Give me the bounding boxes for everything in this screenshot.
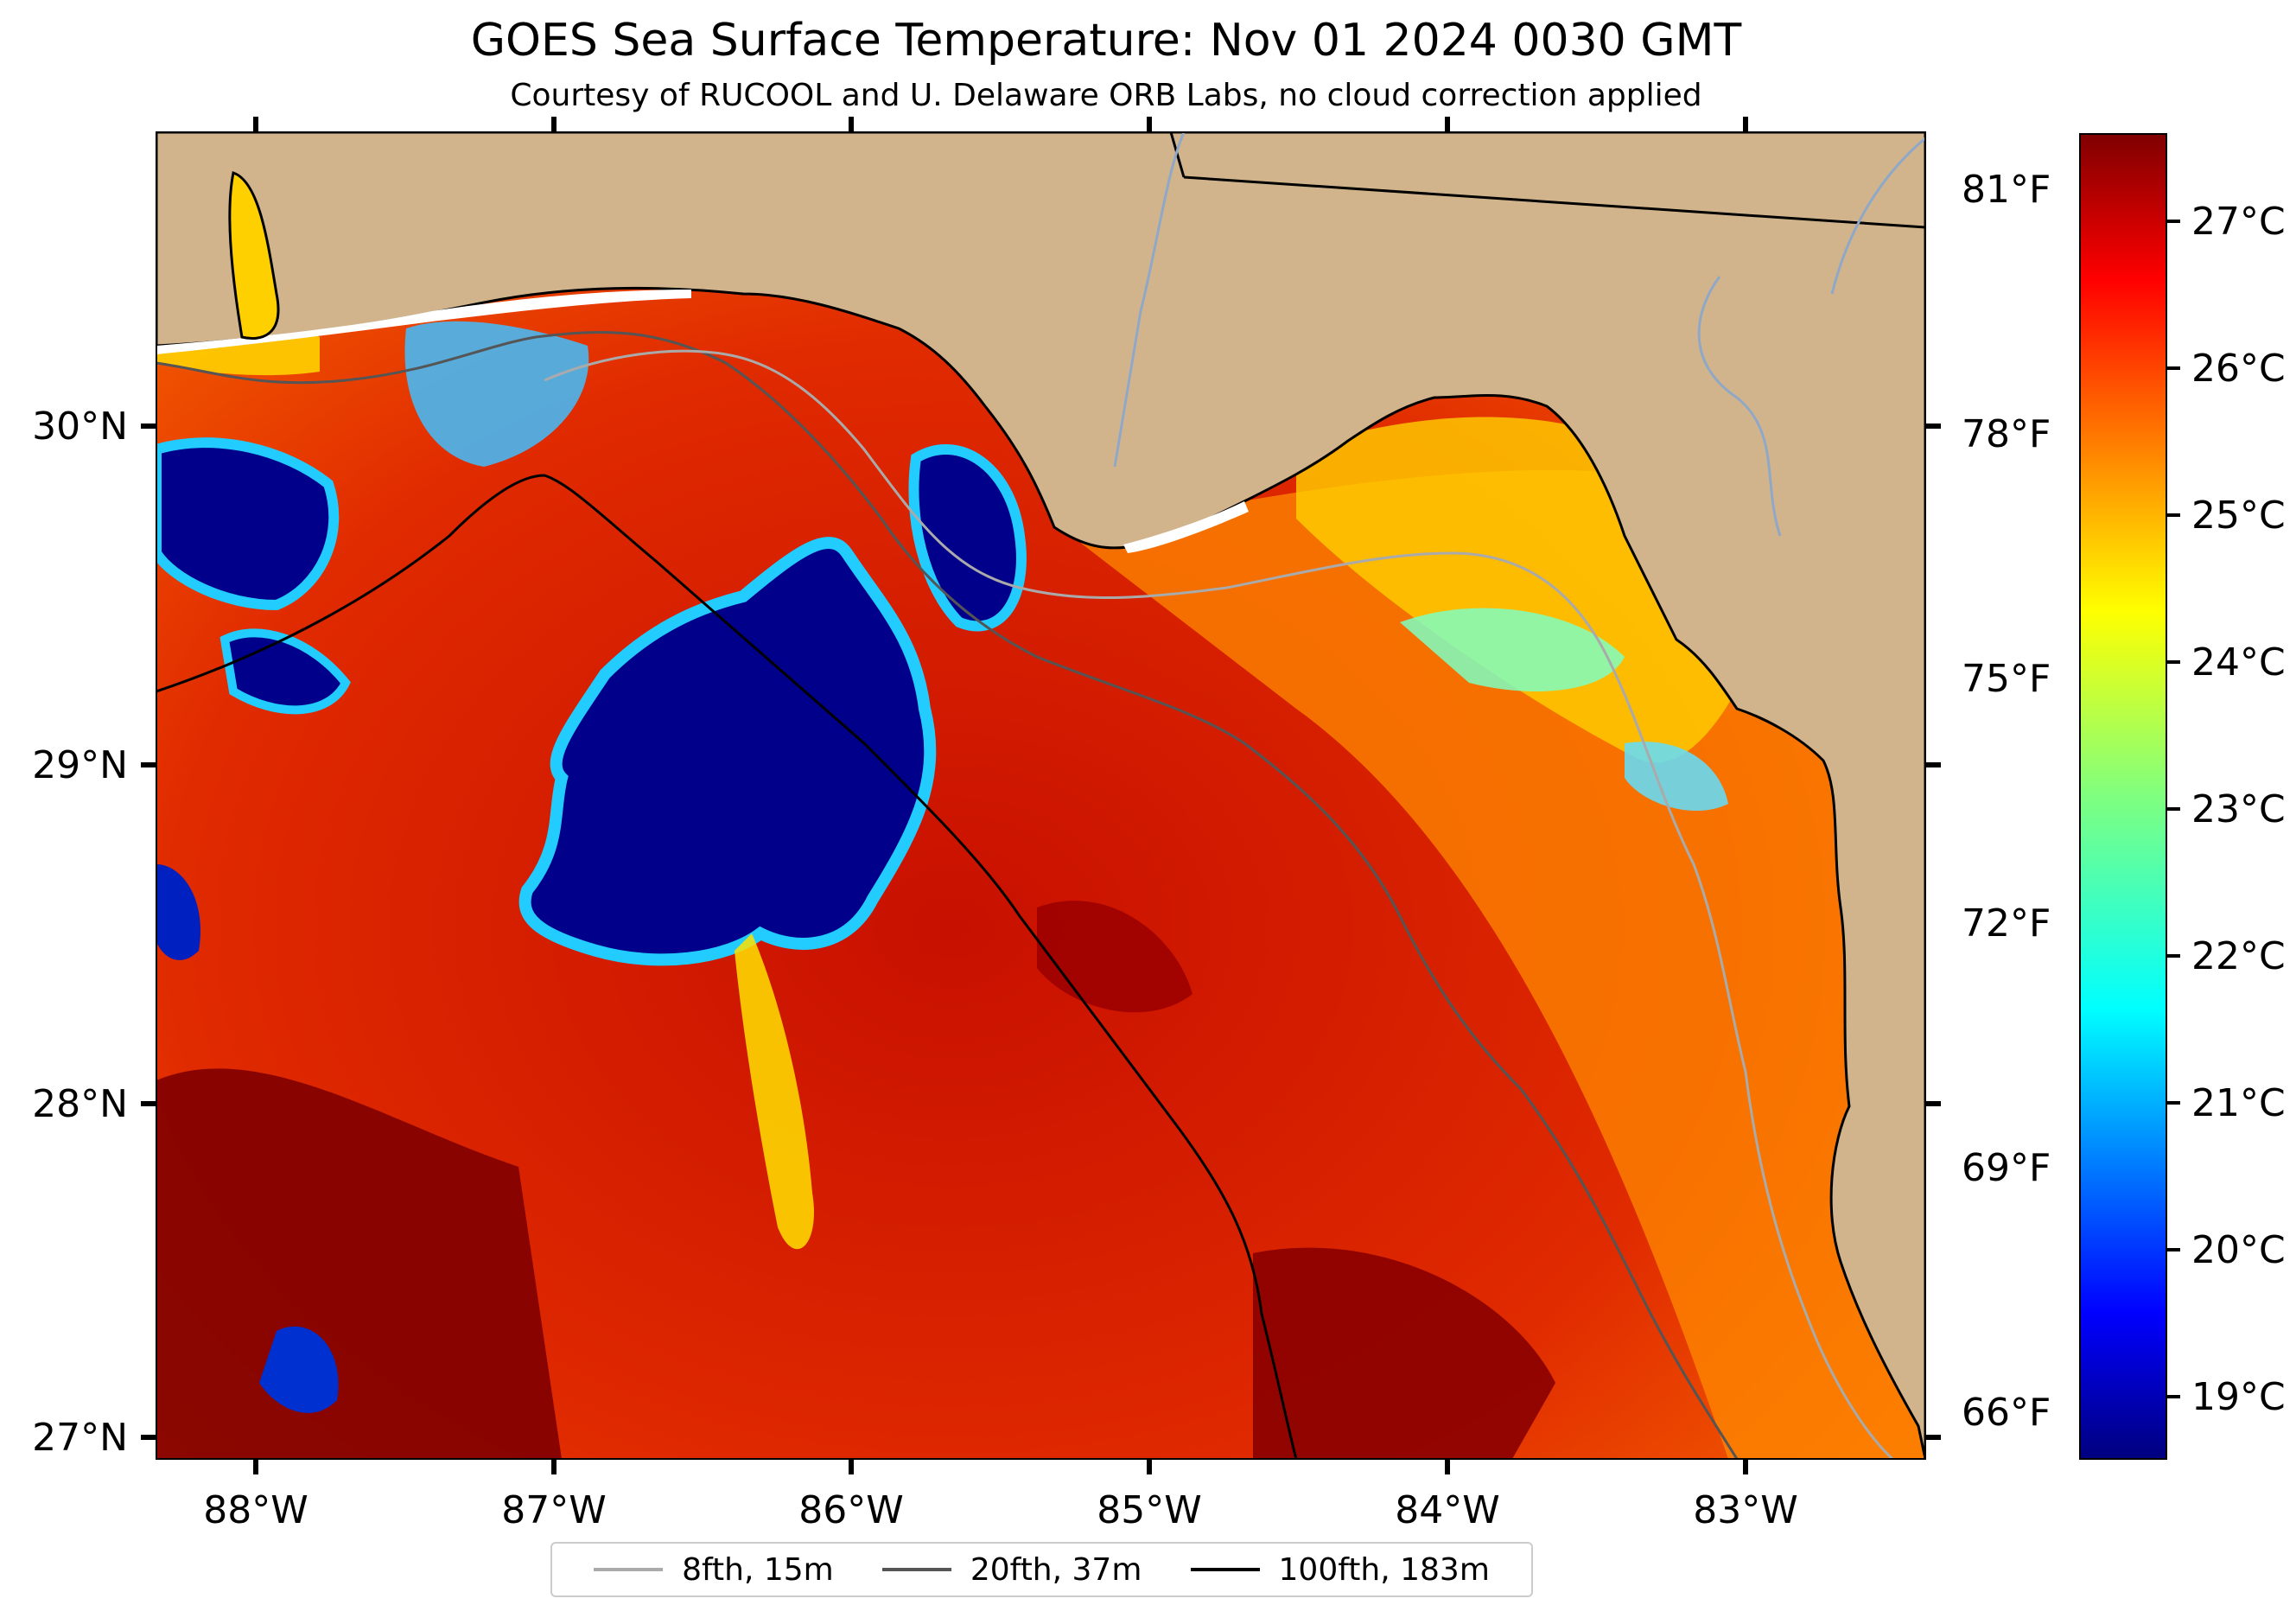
colorbar-tick-label: 23°C: [2191, 787, 2286, 831]
isobath-20fth: [156, 330, 1739, 1459]
fahrenheit-tick-label: 75°F: [1962, 657, 2051, 701]
cool-patch-bigbend: [1400, 608, 1625, 691]
fahrenheit-tick-label: 81°F: [1962, 168, 2051, 212]
yellow-filament: [735, 933, 814, 1250]
colorbar-tick-label: 21°C: [2191, 1081, 2286, 1125]
colorbar-ticks: [2166, 220, 2180, 1398]
river-apalachicola: [1113, 132, 1186, 468]
cold-patch-stjoe: [908, 444, 1027, 632]
fahrenheit-tick-label: 69°F: [1962, 1146, 2051, 1190]
barrier-island-east: [1123, 501, 1249, 553]
lon-tick-label: 83°W: [1693, 1488, 1798, 1532]
state-border: [1183, 175, 1925, 229]
isobath-8fth: [544, 349, 1894, 1459]
map-area: [156, 132, 1925, 1459]
lon-major-ticks: [253, 117, 1748, 1474]
legend-item-8fth: 8fth, 15m: [594, 1552, 834, 1588]
lat-tick-label: 30°N: [32, 404, 128, 449]
warm-pocket-mid: [1037, 901, 1193, 1013]
colorbar-tick-label: 24°C: [2191, 640, 2286, 685]
legend-item-20fth: 20fth, 37m: [881, 1551, 1142, 1588]
legend-swatch-8fth: [594, 1568, 664, 1571]
map-frame: [156, 131, 1926, 1460]
legend-label: 8fth, 15m: [682, 1551, 834, 1588]
colorbar-tick-label: 19°C: [2191, 1375, 2286, 1419]
legend-label: 100fth, 183m: [1278, 1551, 1490, 1588]
warm-pocket-s: [1253, 1247, 1555, 1459]
legend-label: 20fth, 37m: [970, 1551, 1142, 1588]
colorbar-tick-label: 25°C: [2191, 494, 2286, 538]
cold-patch-central: [518, 537, 937, 966]
legend-swatch-20fth: [881, 1568, 951, 1571]
chart-subtitle: Courtesy of RUCOOL and U. Delaware ORB L…: [510, 78, 1702, 113]
warm-pocket-sw: [156, 1068, 562, 1459]
lon-tick-label: 85°W: [1097, 1488, 1202, 1532]
barrier-island-strip: [156, 290, 691, 354]
chart-title: GOES Sea Surface Temperature: Nov 01 202…: [470, 15, 1742, 67]
cool-patch-pensacola: [404, 321, 589, 467]
isobath-legend: 8fth, 15m 20fth, 37m 100fth, 183m: [550, 1542, 1533, 1597]
fahrenheit-tick-label: 66°F: [1962, 1391, 2051, 1435]
colorbar-tick-label: 26°C: [2191, 347, 2286, 391]
colorbar-tick-label: 20°C: [2191, 1228, 2286, 1272]
lon-tick-label: 84°W: [1395, 1488, 1500, 1532]
coastline-land: [156, 132, 1925, 1459]
legend-swatch-100fth: [1190, 1568, 1260, 1571]
river-east: [1830, 137, 1925, 295]
colorbar: [2079, 133, 2167, 1460]
colorbar-tick-label: 27°C: [2191, 200, 2286, 244]
fahrenheit-tick-label: 72°F: [1962, 901, 2051, 946]
lon-tick-label: 87°W: [501, 1488, 607, 1532]
isobath-100fth: [156, 474, 1298, 1459]
lon-tick-label: 88°W: [203, 1488, 308, 1532]
fahrenheit-tick-label: 78°F: [1962, 412, 2051, 456]
cold-patch-edge: [156, 864, 200, 960]
colorbar-tick-label: 22°C: [2191, 934, 2286, 978]
state-border-north: [1169, 132, 1186, 178]
cold-patch-mobile: [156, 437, 340, 611]
lat-tick-label: 28°N: [32, 1082, 128, 1126]
lat-major-ticks: [141, 424, 1941, 1440]
lat-tick-label: 29°N: [32, 743, 128, 787]
lat-tick-label: 27°N: [32, 1416, 128, 1460]
lon-tick-label: 86°W: [798, 1488, 904, 1532]
cold-patch-sw: [259, 1326, 339, 1413]
river-suwannee: [1697, 276, 1782, 537]
legend-item-100fth: 100fth, 183m: [1190, 1551, 1490, 1588]
mobile-bay: [228, 171, 280, 341]
